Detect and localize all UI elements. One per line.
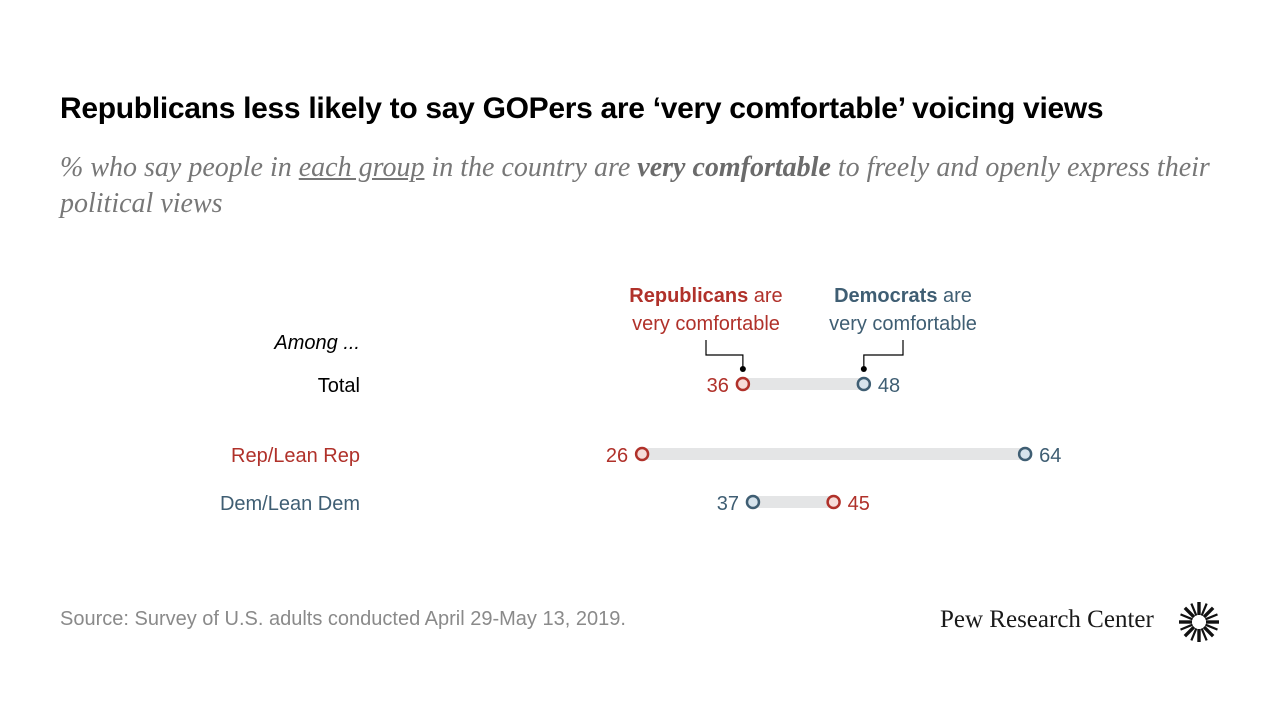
dot-democrats-dem-lean-dem xyxy=(745,494,761,510)
subtitle-bold: very comfortable xyxy=(637,152,831,183)
brand-wordmark: Pew Research Center xyxy=(940,606,1154,633)
value-label-republicans-dem-lean-dem: 45 xyxy=(848,493,870,515)
dot-democrats-total xyxy=(856,376,872,392)
legend-label-democrats-line2: very comfortable xyxy=(829,313,977,335)
row-label-dem-lean-dem: Dem/Lean Dem xyxy=(220,493,360,515)
row-label-total: Total xyxy=(318,375,360,397)
subtitle-part-2: in the country are xyxy=(424,152,638,183)
dot-republicans-total xyxy=(735,376,751,392)
dot-democrats-rep-lean-rep xyxy=(1017,446,1033,462)
range-bar-total xyxy=(742,378,864,390)
value-label-democrats-rep-lean-rep: 64 xyxy=(1039,445,1061,467)
dot-republicans-rep-lean-rep xyxy=(634,446,650,462)
range-bar-rep-lean-rep xyxy=(642,448,1026,460)
range-bar-dem-lean-dem xyxy=(752,496,834,508)
pew-logo-icon xyxy=(1179,602,1219,642)
subtitle-part-1: % who say people in xyxy=(60,152,299,183)
leader-line-republicans xyxy=(705,340,744,368)
value-label-democrats-dem-lean-dem: 37 xyxy=(717,493,739,515)
subtitle-underlined: each group xyxy=(298,152,425,183)
subtitle-part-3: to freely and openly express their polit… xyxy=(60,152,1210,219)
row-header: Among ... xyxy=(273,332,360,354)
source-note: Source: Survey of U.S. adults conducted … xyxy=(60,608,626,630)
value-label-republicans-rep-lean-rep: 26 xyxy=(606,445,628,467)
leader-line-democrats xyxy=(863,340,904,368)
chart-subtitle: % who say people in each group in the co… xyxy=(60,150,1230,222)
legend-label-republicans-line2: very comfortable xyxy=(632,313,780,335)
leader-dot-democrats xyxy=(860,366,867,372)
legend-label-democrats: Democrats are xyxy=(834,285,972,307)
dot-republicans-dem-lean-dem xyxy=(826,494,841,510)
row-label-rep-lean-rep: Rep/Lean Rep xyxy=(231,445,360,467)
legend-label-republicans: Republicans are xyxy=(629,285,782,307)
chart-title: Republicans less likely to say GOPers ar… xyxy=(60,92,1104,125)
value-label-republicans-total: 36 xyxy=(707,375,729,397)
value-label-democrats-total: 48 xyxy=(878,375,900,397)
leader-dot-republicans xyxy=(739,366,746,372)
